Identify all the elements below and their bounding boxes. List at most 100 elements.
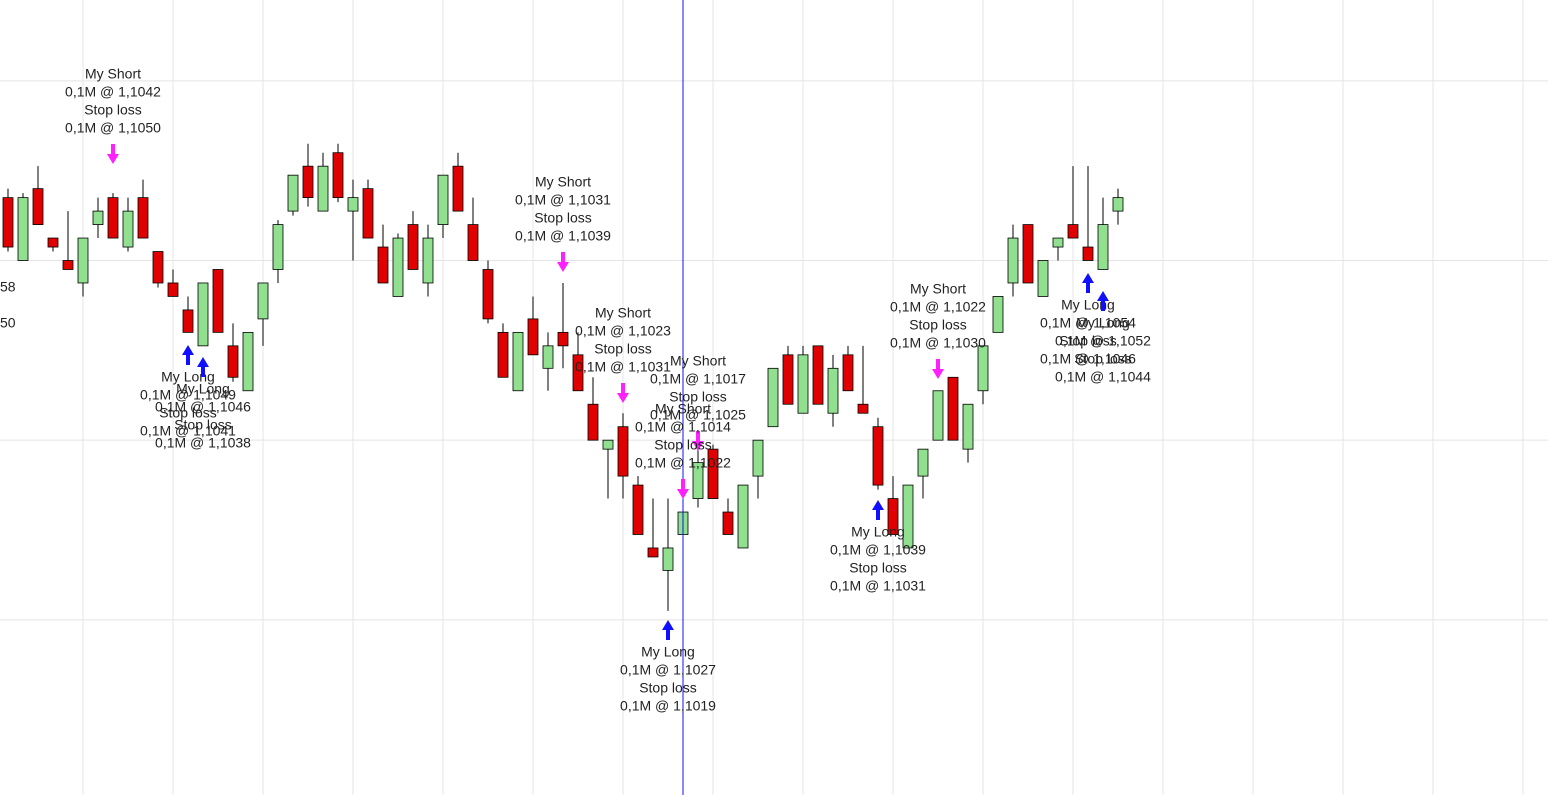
trade-label: 0,1M @ 1,1046 xyxy=(1040,350,1136,366)
candle-body xyxy=(632,484,644,535)
candle-body xyxy=(77,237,89,284)
trade-label: Stop loss xyxy=(909,316,967,332)
candle-body xyxy=(137,197,149,239)
candle-body xyxy=(992,296,1004,333)
trade-label: Stop loss xyxy=(84,101,142,117)
candle-body xyxy=(287,174,299,212)
candle-body xyxy=(827,367,839,414)
candle-body xyxy=(857,403,869,414)
long-arrow xyxy=(1097,291,1109,311)
trade-label: My Short xyxy=(535,173,591,189)
trade-label: 0,1M @ 1,1019 xyxy=(620,697,716,713)
candle-body xyxy=(512,331,524,392)
trade-label: My Long xyxy=(1076,314,1130,330)
trade-label: 0,1M @ 1,1039 xyxy=(515,227,611,243)
edge-label: 50 xyxy=(0,314,16,330)
trade-label: Stop loss xyxy=(534,209,592,225)
candle-body xyxy=(437,174,449,225)
candle-body xyxy=(872,426,884,486)
candle-body xyxy=(587,403,599,441)
long-arrow xyxy=(182,345,194,365)
candle-body xyxy=(107,197,119,239)
trade-label: My Short xyxy=(910,280,966,296)
trade-label: 0,1M @ 1,1049 xyxy=(140,386,236,402)
candle-body xyxy=(527,318,539,356)
candle-body xyxy=(947,376,959,441)
candle-body xyxy=(842,354,854,392)
trade-label: Stop loss xyxy=(654,436,712,452)
trade-label: 0,1M @ 1,1022 xyxy=(890,298,986,314)
candle-body xyxy=(377,246,389,284)
candle-body xyxy=(707,448,719,499)
trade-label: 0,1M @ 1,1017 xyxy=(650,370,746,386)
candle-body xyxy=(212,269,224,333)
candles xyxy=(2,143,1124,611)
trade-label: My Long xyxy=(641,643,695,659)
candle-body xyxy=(392,237,404,297)
long-arrow xyxy=(1082,273,1094,293)
short-arrow xyxy=(107,144,119,164)
candle-body xyxy=(1022,224,1034,284)
trade-label: My Short xyxy=(85,65,141,81)
candle-body xyxy=(422,237,434,284)
candle-body xyxy=(482,269,494,320)
short-arrow xyxy=(932,359,944,379)
candle-body xyxy=(122,210,134,248)
trade-label: 0,1M @ 1,1038 xyxy=(155,434,251,450)
trade-label: 0,1M @ 1,1031 xyxy=(830,577,926,593)
trade-label: 0,1M @ 1,1044 xyxy=(1055,368,1151,384)
trade-label: Stop loss xyxy=(1059,332,1117,348)
candle-body xyxy=(542,345,554,369)
candle-body xyxy=(452,165,464,212)
candle-body xyxy=(767,367,779,428)
trade-label: My Long xyxy=(176,380,230,396)
candle-body xyxy=(1112,197,1124,212)
candle-body xyxy=(1007,237,1019,284)
trade-label: 0,1M @ 1,1027 xyxy=(620,661,716,677)
trade-label: 0,1M @ 1,1023 xyxy=(575,322,671,338)
trade-label: Stop loss xyxy=(849,559,907,575)
candle-body xyxy=(92,210,104,225)
candle-body xyxy=(737,484,749,549)
trade-label: My Short xyxy=(655,400,711,416)
candle-body xyxy=(617,426,629,477)
long-arrow xyxy=(197,357,209,377)
candle-body xyxy=(782,354,794,405)
candle-body xyxy=(467,224,479,261)
candle-body xyxy=(797,354,809,414)
candle-body xyxy=(752,439,764,477)
trade-label: 0,1M @ 1,1031 xyxy=(515,191,611,207)
candle-body xyxy=(917,448,929,477)
candle-body xyxy=(32,188,44,225)
trade-label: 0,1M @ 1,1022 xyxy=(635,454,731,470)
candle-body xyxy=(812,345,824,405)
candle-body xyxy=(497,331,509,378)
candle-body xyxy=(152,251,164,284)
candle-body xyxy=(1097,224,1109,270)
candle-body xyxy=(902,484,914,549)
candle-body xyxy=(557,331,569,347)
candle-body xyxy=(242,331,254,392)
candle-body xyxy=(302,165,314,199)
trade-label: 0,1M @ 1,1050 xyxy=(65,119,161,135)
candle-body xyxy=(647,547,659,558)
candle-body xyxy=(257,282,269,320)
candle-body xyxy=(887,498,899,535)
trade-label: 0,1M @ 1,1052 xyxy=(1055,332,1151,348)
edge-label: 58 xyxy=(0,278,16,294)
trade-label: Stop loss xyxy=(1074,350,1132,366)
candle-body xyxy=(407,224,419,270)
trade-label: My Long xyxy=(851,523,905,539)
long-arrow xyxy=(662,620,674,640)
candle-body xyxy=(272,224,284,270)
candle-body xyxy=(2,197,14,248)
trade-label: Stop loss xyxy=(639,679,697,695)
short-arrow xyxy=(557,252,569,272)
candle-body xyxy=(722,511,734,535)
candle-body xyxy=(17,197,29,261)
candle-body xyxy=(962,403,974,450)
candle-body xyxy=(572,354,584,392)
trade-label: Stop loss xyxy=(174,416,232,432)
trade-label: 0,1M @ 1,1041 xyxy=(140,422,236,438)
